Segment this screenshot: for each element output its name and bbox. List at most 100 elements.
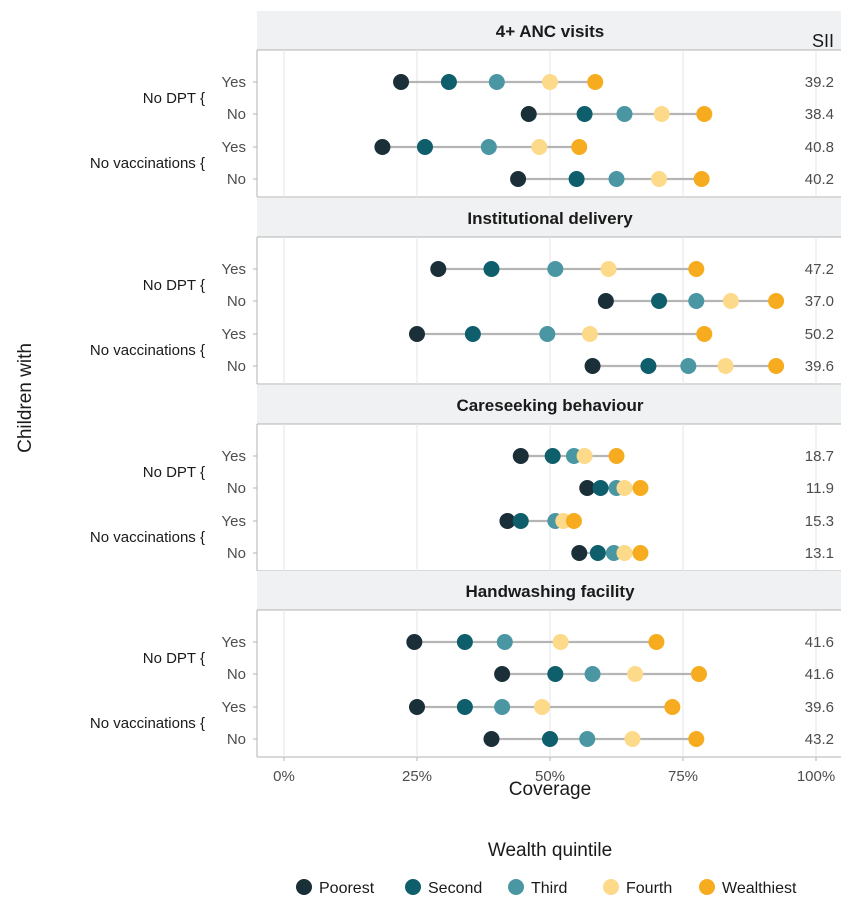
point-second (568, 171, 585, 187)
row-label: No (227, 106, 246, 123)
point-wealthiest (696, 106, 713, 122)
point-wealthiest (690, 666, 707, 682)
point-fourth (576, 448, 593, 464)
point-fourth (600, 261, 617, 277)
data-row: Yes 15.3 (222, 513, 834, 530)
legend-swatch (508, 879, 524, 895)
point-poorest (499, 513, 516, 529)
sii-value: 47.2 (805, 261, 834, 278)
facet-panels: 4+ ANC visits SII Yes 39.2 No 38.4 Yes 40.8 No 40… (90, 11, 841, 758)
facet-title: 4+ ANC visits (496, 22, 605, 41)
data-row: No 37.0 (227, 293, 834, 310)
data-row: Yes 41.6 (222, 634, 834, 651)
point-wealthiest (768, 358, 785, 374)
point-poorest (520, 106, 537, 122)
point-poorest (409, 699, 425, 715)
point-wealthiest (632, 480, 649, 496)
point-fourth (552, 634, 569, 650)
group-label: No DPT { (143, 277, 205, 294)
point-second (456, 699, 473, 715)
row-label: No (227, 545, 246, 562)
facet-2: Institutional delivery Yes 47.2 No 37.0 Yes 50… (90, 198, 841, 385)
point-fourth (534, 699, 551, 715)
point-second (456, 634, 473, 650)
point-poorest (409, 326, 425, 342)
row-label: Yes (222, 448, 246, 465)
point-wealthiest (688, 731, 705, 747)
point-second (483, 261, 500, 277)
point-wealthiest (696, 326, 713, 342)
legend-label: Second (428, 880, 482, 897)
point-fourth (717, 358, 734, 374)
point-fourth (581, 326, 598, 342)
point-fourth (627, 666, 644, 682)
x-tick-label: 50% (535, 768, 565, 785)
data-row: Yes 47.2 (222, 261, 834, 278)
sii-value: 41.6 (805, 666, 834, 683)
legend-swatch (405, 879, 421, 895)
sii-value: 39.6 (805, 358, 834, 375)
sii-value: 11.9 (806, 480, 834, 497)
point-wealthiest (565, 513, 582, 529)
group-label: No vaccinations { (90, 529, 205, 546)
data-row: No 11.9 (227, 480, 834, 497)
point-poorest (494, 666, 511, 682)
point-fourth (531, 139, 548, 155)
sii-value: 18.7 (805, 448, 834, 465)
point-poorest (584, 358, 601, 374)
x-axis: 0% 25% 50% 75% 100% (273, 757, 835, 785)
point-wealthiest (571, 139, 588, 155)
y-axis-title: Children with (15, 343, 36, 453)
point-poorest (430, 261, 447, 277)
point-fourth (651, 171, 668, 187)
row-label: Yes (222, 326, 246, 343)
legend-item-third: Third (508, 879, 567, 897)
point-wealthiest (648, 634, 665, 650)
point-poorest (579, 480, 596, 496)
x-tick-label: 25% (402, 768, 432, 785)
row-label: Yes (222, 139, 246, 156)
facet-title: Institutional delivery (467, 209, 633, 228)
point-third (616, 106, 633, 122)
point-second (542, 731, 558, 747)
x-tick-label: 0% (273, 768, 295, 785)
facet-strip (257, 198, 841, 237)
row-label: No (227, 293, 246, 310)
group-label: No vaccinations { (90, 155, 205, 172)
point-second (576, 106, 593, 122)
sii-value: 43.2 (805, 731, 834, 748)
sii-value: 15.3 (805, 513, 834, 530)
point-second (547, 666, 564, 682)
point-second (651, 293, 668, 309)
point-poorest (597, 293, 614, 309)
data-row: Yes 40.8 (222, 139, 834, 156)
point-third (480, 139, 497, 155)
group-label: No DPT { (143, 464, 205, 481)
data-row: Yes 39.2 (222, 74, 834, 91)
facet-1: 4+ ANC visits SII Yes 39.2 No 38.4 Yes 40.8 No 40… (90, 11, 841, 198)
sii-value: 41.6 (805, 634, 834, 651)
point-poorest (512, 448, 529, 464)
data-row: Yes 50.2 (222, 326, 834, 343)
legend-swatch (699, 879, 715, 895)
point-poorest (510, 171, 527, 187)
legend-item-wealthiest: Wealthiest (699, 879, 797, 897)
facet-title: Careseeking behaviour (456, 396, 643, 415)
point-second (592, 480, 609, 496)
row-label: No (227, 731, 246, 748)
facet-4: Handwashing facility Yes 41.6 No 41.6 Yes 39.6… (90, 571, 841, 758)
x-axis-title: Coverage (509, 779, 591, 800)
sii-header: SII (812, 31, 834, 51)
data-row: Yes 39.6 (222, 699, 834, 716)
point-fourth (616, 480, 633, 496)
point-third (608, 171, 625, 187)
row-label: No (227, 171, 246, 188)
sii-value: 50.2 (805, 326, 834, 343)
point-wealthiest (688, 261, 705, 277)
point-wealthiest (632, 545, 649, 561)
row-label: Yes (222, 261, 246, 278)
point-poorest (571, 545, 588, 561)
facet-3: Careseeking behaviour Yes 18.7 No 11.9 Yes 15.… (90, 385, 841, 572)
legend-label: Wealthiest (722, 880, 797, 897)
